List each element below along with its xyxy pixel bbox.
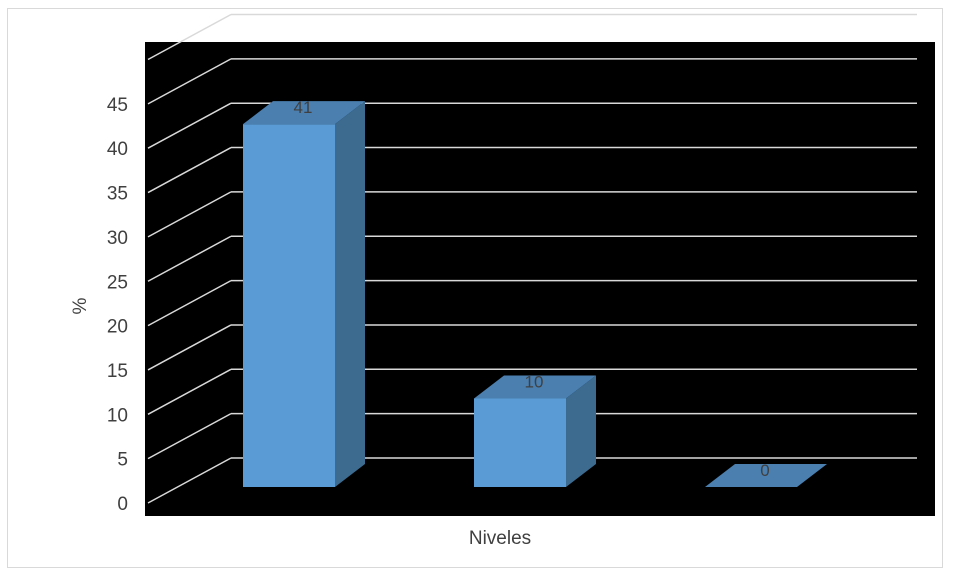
y-tick-label: 35	[107, 184, 128, 205]
data-label: 0	[760, 461, 769, 480]
y-tick-label: 40	[107, 139, 128, 160]
bar-top-face	[474, 375, 596, 399]
data-label: 10	[525, 373, 544, 392]
gridline-diagonal	[147, 13, 232, 61]
y-tick-label: 10	[107, 405, 128, 426]
gridline-diagonal	[147, 102, 232, 149]
y-tick-label: 15	[107, 361, 128, 382]
y-tick-label: 45	[107, 95, 128, 116]
gridline-diagonal	[147, 191, 232, 238]
y-tick-label: 25	[107, 272, 128, 293]
y-tick-label: 0	[117, 494, 128, 515]
bar	[705, 464, 827, 487]
bar-front-face	[243, 124, 335, 488]
bar-side-face	[335, 101, 365, 488]
gridline-diagonal	[147, 146, 232, 194]
bars	[243, 101, 827, 488]
gridline-diagonal	[147, 235, 232, 282]
y-axis-ticks: 0 5 10 15 20 25 30 35 40 45	[107, 95, 128, 515]
y-tick-label: 30	[107, 228, 128, 249]
gridline-diagonal	[147, 279, 232, 327]
bar	[474, 375, 596, 487]
data-labels: 41 10 0	[294, 98, 770, 480]
gridline-diagonal	[147, 324, 232, 371]
bar	[243, 101, 365, 488]
y-tick-label: 20	[107, 317, 128, 338]
bar-front-face	[474, 398, 566, 487]
gridline-diagonal	[147, 58, 232, 105]
y-axis-title: %	[70, 297, 91, 314]
bar-top-face	[243, 101, 365, 125]
x-axis-title: Niveles	[469, 528, 531, 549]
data-label: 41	[294, 98, 313, 117]
bar-side-face	[566, 375, 596, 487]
gridline-diagonal	[147, 412, 232, 460]
gridline-diagonal	[147, 457, 232, 504]
bar-top-face	[705, 464, 827, 487]
gridline-diagonal	[147, 368, 232, 415]
y-tick-label: 5	[117, 450, 128, 471]
